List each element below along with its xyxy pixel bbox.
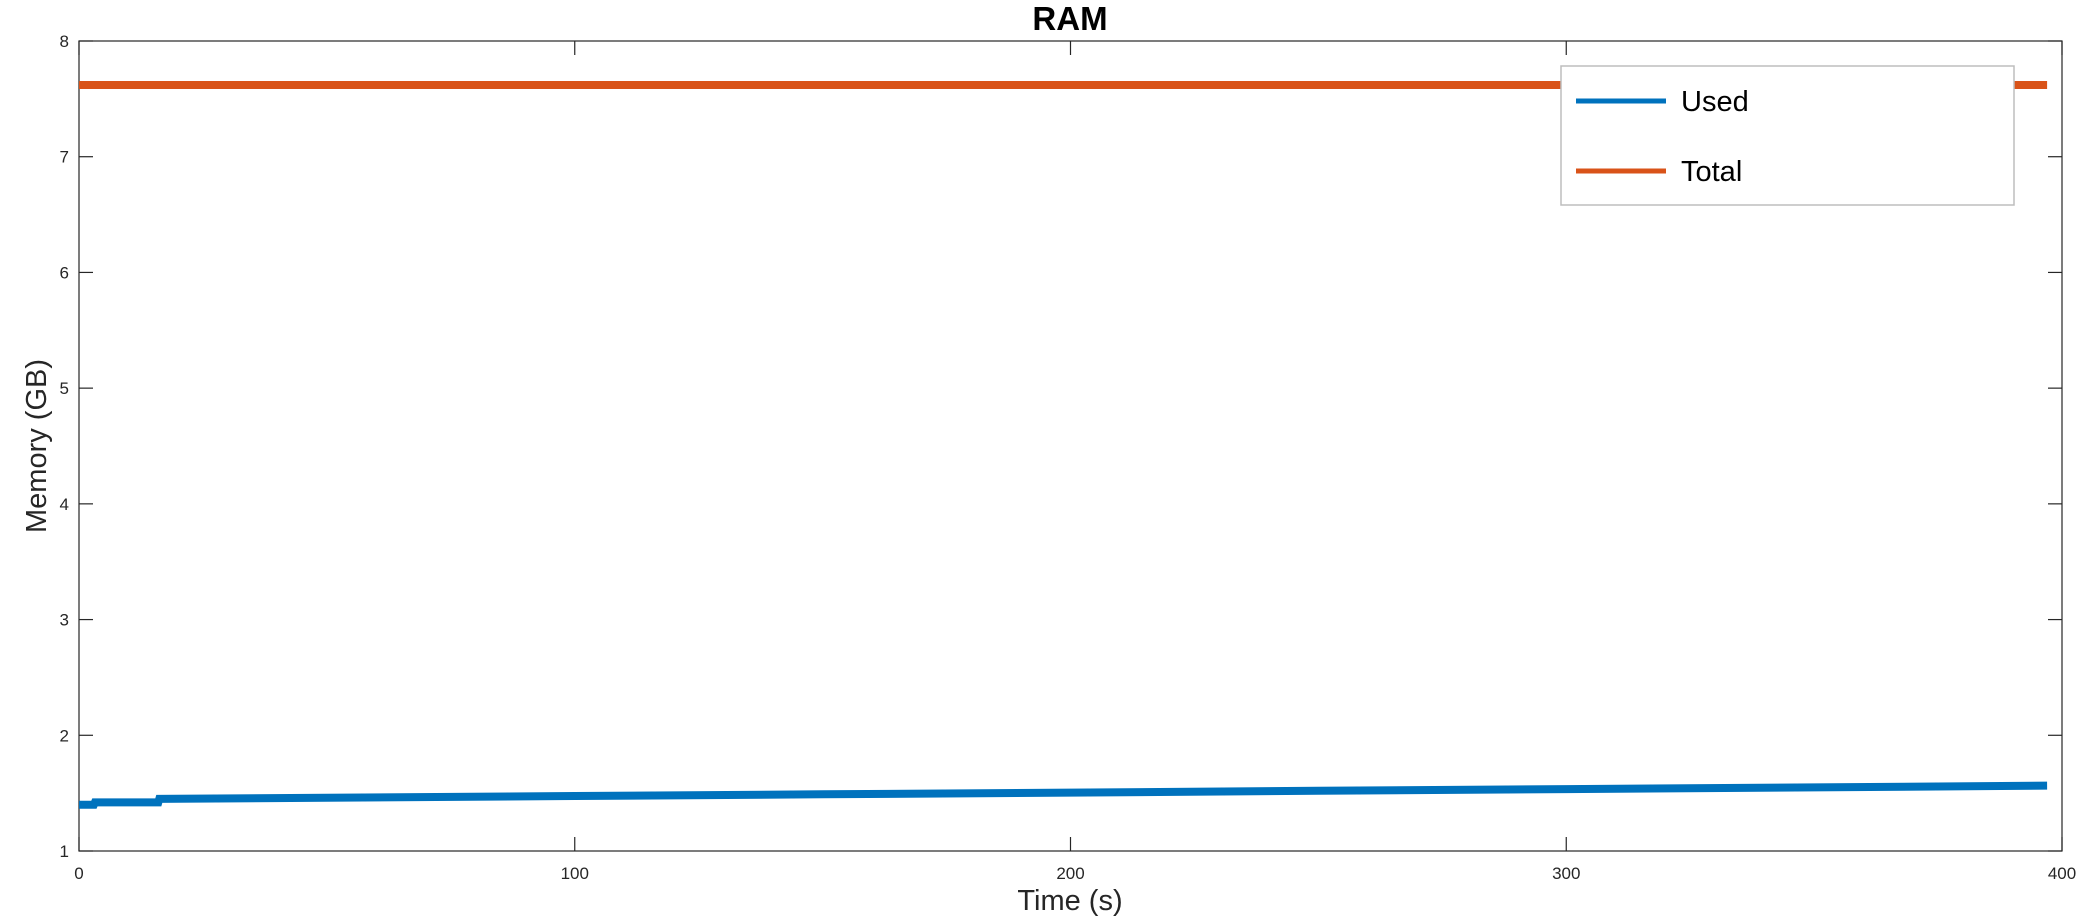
y-tick-label: 6 [60, 263, 69, 282]
y-tick-label: 1 [60, 842, 69, 861]
x-tick-label: 0 [74, 864, 83, 883]
x-tick-label: 100 [561, 864, 589, 883]
y-tick-label: 3 [60, 611, 69, 630]
y-tick-label: 8 [60, 32, 69, 51]
text-layer: RAM Time (s) Memory (GB) 0 100 200 300 400 1 2… [21, 0, 2076, 917]
x-tick-label: 400 [2048, 864, 2076, 883]
x-tick-label: 300 [1552, 864, 1580, 883]
chart-title: RAM [1032, 0, 1107, 37]
y-tick-label: 2 [60, 726, 69, 745]
legend-label-used: Used [1681, 86, 1749, 118]
legend-label-total: Total [1681, 156, 1742, 188]
series-line-used [79, 781, 2048, 809]
y-tick-label: 5 [60, 379, 69, 398]
y-tick-label: 7 [60, 148, 69, 167]
y-tick-label: 4 [60, 495, 69, 514]
legend: Used Total [1560, 65, 2015, 206]
x-tick-label: 200 [1056, 864, 1084, 883]
axes-layer [78, 40, 2063, 852]
legend-box [1560, 65, 2015, 206]
y-axis-title: Memory (GB) [21, 359, 53, 533]
x-axis-title: Time (s) [1017, 885, 1122, 917]
